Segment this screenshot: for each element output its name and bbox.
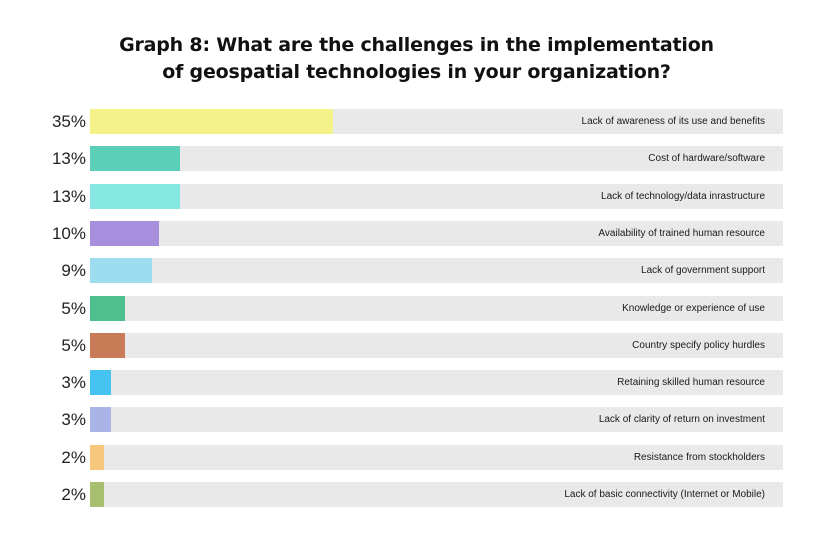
chart-title: Graph 8: What are the challenges in the … bbox=[0, 32, 833, 86]
bar-category-label: Resistance from stockholders bbox=[633, 452, 765, 463]
bar bbox=[90, 146, 180, 171]
bar-category-label: Lack of clarity of return on investment bbox=[598, 414, 765, 425]
bar-track bbox=[90, 407, 783, 432]
bar-category-label: Lack of awareness of its use and benefit… bbox=[581, 116, 765, 127]
bar-row: 10% Availability of trained human resourc… bbox=[0, 221, 833, 246]
bar-track bbox=[90, 184, 783, 209]
bar-row: 9% Lack of government support bbox=[0, 258, 833, 283]
chart-title-line-2: of geospatial technologies in your organ… bbox=[162, 61, 671, 83]
bar-value-label: 2% bbox=[61, 448, 86, 467]
bar bbox=[90, 370, 111, 395]
bar bbox=[90, 296, 125, 321]
bar-row: 5% Knowledge or experience of use bbox=[0, 296, 833, 321]
bar-track bbox=[90, 370, 783, 395]
bar bbox=[90, 482, 104, 507]
bar-track bbox=[90, 333, 783, 358]
bar bbox=[90, 407, 111, 432]
bar-value-label: 13% bbox=[51, 149, 86, 168]
bar-value-label: 2% bbox=[61, 485, 86, 504]
bar-value-label: 9% bbox=[61, 261, 86, 280]
bar-category-label: Availability of trained human resource bbox=[598, 228, 765, 239]
bar bbox=[90, 109, 333, 134]
bar-row: 2% Resistance from stockholders bbox=[0, 445, 833, 470]
bar-track bbox=[90, 296, 783, 321]
bar-value-label: 35% bbox=[51, 112, 86, 131]
bar bbox=[90, 445, 104, 470]
bar-row: 2% Lack of basic connectivity (Internet o… bbox=[0, 482, 833, 507]
bar-row: 13% Cost of hardware/software bbox=[0, 146, 833, 171]
bar-track bbox=[90, 445, 783, 470]
bar-value-label: 10% bbox=[51, 224, 86, 243]
bar-track bbox=[90, 146, 783, 171]
bar-category-label: Retaining skilled human resource bbox=[617, 377, 765, 388]
chart-title-line-1: Graph 8: What are the challenges in the … bbox=[119, 34, 714, 56]
bar-category-label: Lack of basic connectivity (Internet or … bbox=[564, 489, 765, 500]
bar-track bbox=[90, 482, 783, 507]
bar-value-label: 13% bbox=[51, 187, 86, 206]
bar-value-label: 5% bbox=[61, 299, 86, 318]
bar-category-label: Lack of technology/data inrastructure bbox=[601, 191, 765, 202]
bar-category-label: Lack of government support bbox=[641, 265, 765, 276]
bar-row: 13% Lack of technology/data inrastructure bbox=[0, 184, 833, 209]
bar-value-label: 3% bbox=[61, 410, 86, 429]
bar bbox=[90, 221, 159, 246]
bar-category-label: Knowledge or experience of use bbox=[622, 303, 765, 314]
bar-row: 5% Country specify policy hurdles bbox=[0, 333, 833, 358]
bar bbox=[90, 258, 152, 283]
bar-row: 3% Lack of clarity of return on investmen… bbox=[0, 407, 833, 432]
bar-track bbox=[90, 258, 783, 283]
bar-row: 35% Lack of awareness of its use and bene… bbox=[0, 109, 833, 134]
bar bbox=[90, 333, 125, 358]
bar-value-label: 3% bbox=[61, 373, 86, 392]
bar bbox=[90, 184, 180, 209]
bar-category-label: Cost of hardware/software bbox=[648, 153, 765, 164]
bar-category-label: Country specify policy hurdles bbox=[632, 340, 765, 351]
bar-value-label: 5% bbox=[61, 336, 86, 355]
bar-track bbox=[90, 221, 783, 246]
bar-row: 3% Retaining skilled human resource bbox=[0, 370, 833, 395]
